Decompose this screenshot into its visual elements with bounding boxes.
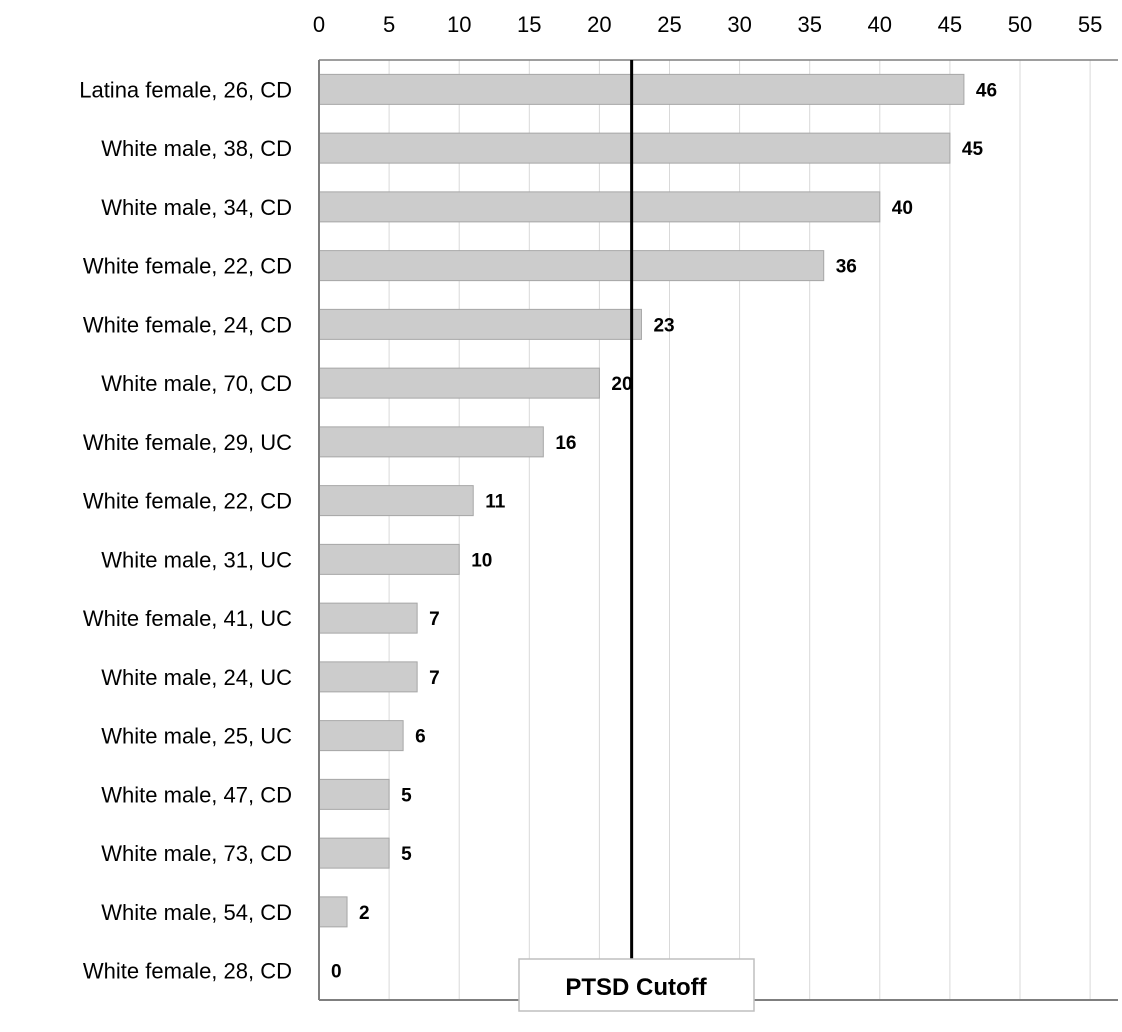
category-label: White male, 47, CD: [101, 782, 292, 807]
bar: [318, 250, 825, 282]
x-tick-label: 25: [657, 12, 681, 37]
category-label: White female, 28, CD: [83, 959, 292, 984]
data-label: 20: [611, 374, 632, 395]
ptsd-cutoff-label-box: PTSD Cutoff: [518, 958, 755, 1012]
x-tick-label: 0: [313, 12, 325, 37]
cutoff-label: PTSD Cutoff: [565, 974, 707, 1001]
data-label: 16: [555, 433, 576, 454]
category-label: White female, 29, UC: [83, 430, 292, 455]
category-label: White male, 54, CD: [101, 900, 292, 925]
category-label: Latina female, 26, CD: [79, 77, 292, 102]
bar: [318, 543, 460, 575]
bar: [318, 191, 881, 223]
category-label: White female, 24, CD: [83, 312, 292, 337]
x-tick-label: 35: [797, 12, 821, 37]
category-label: White male, 73, CD: [101, 841, 292, 866]
data-label: 2: [359, 903, 370, 924]
bar: [318, 485, 474, 517]
x-tick-label: 45: [938, 12, 962, 37]
data-label: 40: [892, 198, 913, 219]
category-label: White male, 25, UC: [101, 724, 292, 749]
data-label: 23: [653, 315, 674, 336]
category-label: White male, 31, UC: [101, 547, 292, 572]
data-label: 11: [485, 492, 506, 513]
bar: [318, 778, 390, 810]
data-label: 0: [331, 962, 342, 983]
bar: [318, 308, 642, 340]
data-label: 10: [471, 550, 492, 571]
bar: [318, 720, 404, 752]
x-tick-label: 30: [727, 12, 751, 37]
data-label: 5: [401, 844, 412, 865]
x-axis-ticks: 0 5 10 15 20 25 30 35 40 45 50 55: [313, 12, 1102, 37]
category-label: White female, 41, UC: [83, 606, 292, 631]
bar: [318, 602, 418, 634]
data-label: 45: [962, 139, 984, 160]
x-tick-label: 15: [517, 12, 541, 37]
category-label: White female, 22, CD: [83, 254, 292, 279]
bars: [318, 73, 965, 928]
bar: [318, 73, 965, 105]
data-label: 7: [429, 668, 440, 689]
category-label: White male, 70, CD: [101, 371, 292, 396]
bar: [318, 426, 544, 458]
category-labels: Latina female, 26, CD White male, 38, CD W…: [79, 77, 292, 983]
data-label: 6: [415, 727, 426, 748]
data-label: 36: [836, 257, 857, 278]
category-label: White male, 24, UC: [101, 665, 292, 690]
data-label: 7: [429, 609, 440, 630]
data-label: 5: [401, 785, 412, 806]
x-tick-label: 20: [587, 12, 611, 37]
bar: [318, 837, 390, 869]
x-tick-label: 55: [1078, 12, 1102, 37]
bar: [318, 661, 418, 693]
x-tick-label: 50: [1008, 12, 1032, 37]
bar: [318, 896, 348, 928]
category-label: White male, 38, CD: [101, 136, 292, 161]
x-tick-label: 5: [383, 12, 395, 37]
x-tick-label: 40: [868, 12, 892, 37]
bar: [318, 132, 951, 164]
category-label: White female, 22, CD: [83, 489, 292, 514]
bar: [318, 367, 600, 399]
cutoff-label-background: [518, 958, 755, 1012]
x-tick-label: 10: [447, 12, 471, 37]
data-label: 46: [976, 80, 997, 101]
category-label: White male, 34, CD: [101, 195, 292, 220]
